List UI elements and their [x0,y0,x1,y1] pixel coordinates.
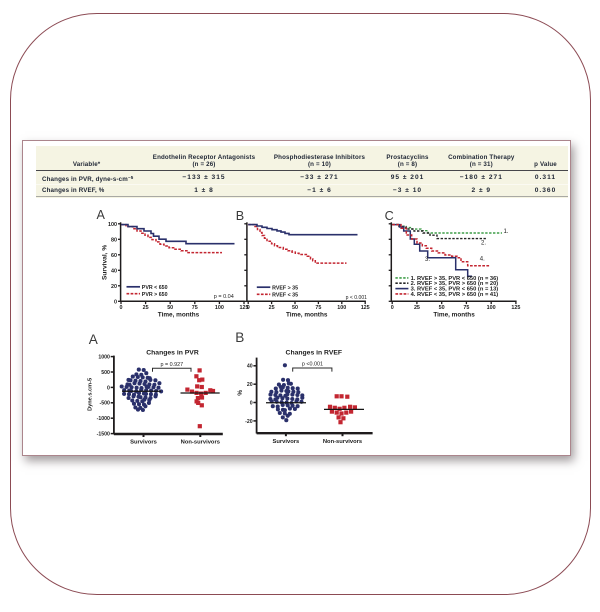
svg-text:RVEF < 35: RVEF < 35 [272,292,298,298]
svg-text:A: A [97,208,106,222]
svg-text:100: 100 [215,305,224,311]
svg-text:p <0.001: p <0.001 [302,362,323,368]
svg-text:RVEF > 35: RVEF > 35 [272,285,298,291]
svg-text:125: 125 [240,305,249,311]
svg-text:20: 20 [111,284,117,290]
svg-text:0: 0 [250,400,253,406]
svg-text:A: A [89,332,99,347]
svg-text:1. RVEF > 35, PVR < 650 (n = 3: 1. RVEF > 35, PVR < 650 (n = 36) [411,276,499,282]
svg-text:60: 60 [111,253,117,259]
svg-text:-1500: -1500 [97,432,110,438]
svg-text:B: B [236,209,244,223]
svg-text:125: 125 [511,305,520,311]
svg-text:Survivors: Survivors [273,439,300,445]
svg-text:75: 75 [315,305,321,311]
svg-text:-1000: -1000 [97,416,110,422]
svg-text:-500: -500 [100,401,110,407]
svg-text:500: 500 [101,370,110,376]
svg-text:Non-survivors: Non-survivors [323,439,362,445]
svg-text:3.: 3. [425,257,430,263]
svg-text:1000: 1000 [98,355,110,361]
svg-text:0: 0 [114,299,117,305]
svg-text:4. RVEF < 35, PVR > 650 (n = 4: 4. RVEF < 35, PVR > 650 (n = 41) [411,292,499,298]
svg-text:25: 25 [269,305,275,311]
svg-text:100: 100 [487,305,496,311]
svg-text:4.: 4. [480,257,485,263]
svg-text:B: B [235,330,244,345]
svg-text:25: 25 [414,305,420,311]
svg-text:75: 75 [192,305,198,311]
svg-text:2. RVEF > 35, PVR > 650 (n = 2: 2. RVEF > 35, PVR > 650 (n = 20) [411,281,499,287]
svg-text:0: 0 [391,305,394,311]
svg-text:80: 80 [111,237,117,243]
svg-text:40: 40 [247,364,253,370]
svg-text:Survivors: Survivors [130,440,157,446]
svg-text:1.: 1. [504,229,509,235]
svg-text:40: 40 [111,268,117,274]
svg-text:%: % [237,390,244,396]
svg-text:0: 0 [107,385,110,391]
svg-text:2.: 2. [481,241,486,247]
svg-text:100: 100 [108,222,117,228]
svg-text:-20: -20 [245,419,253,425]
svg-text:Time, months: Time, months [433,312,475,319]
svg-text:Changes in PVR: Changes in PVR [146,350,199,357]
svg-text:Survival, %: Survival, % [102,245,109,280]
svg-text:125: 125 [361,305,370,311]
svg-text:Changes in RVEF: Changes in RVEF [286,350,343,357]
svg-text:Non-survivors: Non-survivors [181,440,220,446]
svg-text:p < 0.001: p < 0.001 [346,295,368,301]
svg-text:50: 50 [167,305,173,311]
svg-text:PVR > 650: PVR > 650 [142,292,168,298]
svg-text:Dyne.s.cm-5: Dyne.s.cm-5 [87,378,93,411]
svg-text:p = 0.04: p = 0.04 [214,294,234,300]
svg-text:50: 50 [439,305,445,311]
svg-text:PVR < 650: PVR < 650 [142,285,168,291]
svg-text:3. RVEF < 35, PVR < 650 (n = 1: 3. RVEF < 35, PVR < 650 (n = 13) [411,287,499,293]
svg-text:100: 100 [337,305,346,311]
svg-text:p = 0.927: p = 0.927 [160,362,183,368]
svg-text:0: 0 [247,305,250,311]
svg-text:0: 0 [120,305,123,311]
svg-text:20: 20 [247,382,253,388]
svg-text:50: 50 [292,305,298,311]
svg-text:C: C [385,209,394,223]
svg-text:75: 75 [463,305,469,311]
svg-text:25: 25 [143,305,149,311]
svg-text:Time, months: Time, months [286,312,328,319]
svg-text:Time, months: Time, months [158,312,200,319]
